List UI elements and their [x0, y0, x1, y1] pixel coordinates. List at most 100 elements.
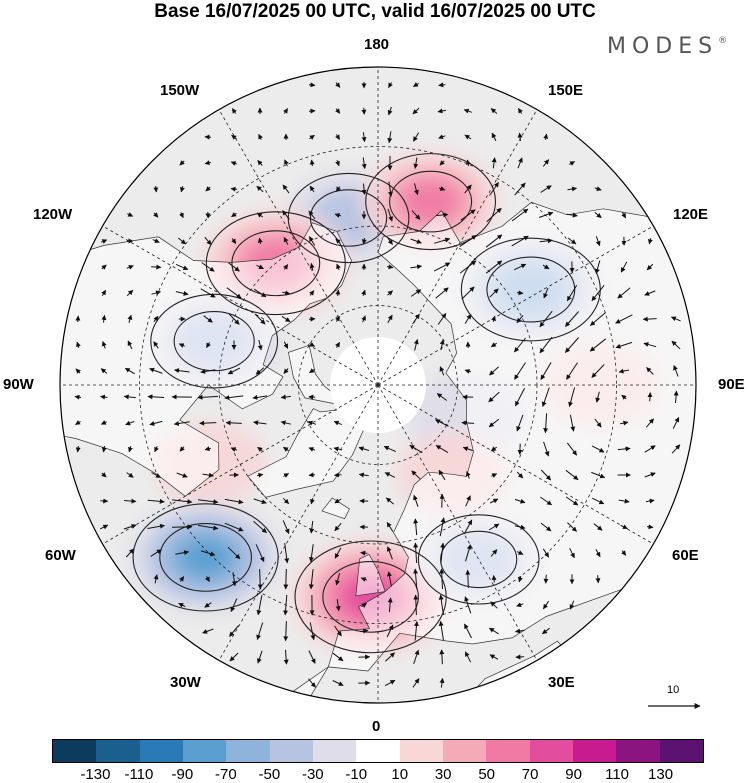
wind-arrow [224, 498, 244, 505]
wind-arrow [76, 341, 81, 349]
wind-arrow [257, 446, 263, 452]
wind-arrow [281, 315, 291, 323]
wind-arrow [516, 314, 524, 324]
wind-arrow [75, 420, 81, 426]
wind-arrow [153, 212, 159, 218]
wind-arrow [642, 316, 657, 322]
contour-ring [486, 256, 576, 323]
wind-arrow [461, 286, 475, 300]
wind-arrow [646, 263, 654, 271]
wind-arrow [383, 445, 397, 453]
wind-arrow [595, 575, 601, 584]
wind-arrow [153, 341, 159, 349]
wind-arrow [566, 362, 578, 380]
contour-ring [205, 211, 346, 316]
colorbar-swatch [486, 740, 530, 762]
wind-arrow [643, 342, 657, 348]
wind-arrow [591, 497, 605, 505]
colorbar [52, 739, 704, 763]
wind-arrow [591, 471, 606, 479]
wind-arrow [308, 394, 316, 400]
wind-arrow [202, 628, 214, 634]
wind-arrow [517, 107, 523, 114]
wind-arrow [387, 106, 393, 116]
wind-arrow [439, 517, 446, 537]
wind-arrow [123, 524, 137, 530]
wind-arrow [309, 520, 315, 534]
wind-arrow [413, 157, 419, 169]
wind-arrow [413, 594, 419, 616]
wind-arrow [459, 234, 477, 248]
wind-arrow [647, 237, 653, 245]
wind-arrow [151, 290, 161, 296]
meridian-line [102, 225, 379, 386]
wind-arrow [153, 185, 159, 193]
wind-arrow [413, 621, 419, 641]
wind-arrow [387, 290, 393, 296]
wind-arrow [149, 420, 163, 426]
wind-arrow [309, 262, 315, 271]
lon-label-60w: 60W [45, 547, 76, 564]
wind-arrow [488, 523, 500, 531]
wind-arrow [615, 341, 633, 349]
wind-arrow [307, 420, 317, 426]
wind-arrow [124, 498, 137, 504]
wind-arrow [231, 212, 237, 218]
wind-arrow [230, 161, 237, 166]
wind-arrow [646, 524, 654, 530]
wind-arrow [489, 498, 499, 504]
wind-arrow [361, 237, 367, 245]
wind-arrow [256, 212, 264, 218]
wind-arrow [283, 568, 289, 590]
wind-arrow [100, 420, 107, 425]
colorbar-swatch [182, 740, 227, 762]
wind-arrow [490, 342, 497, 348]
wind-arrow [126, 472, 134, 478]
wind-arrow [540, 522, 552, 532]
wind-arrow [335, 160, 340, 167]
wind-arrow [199, 420, 217, 426]
wind-arrow [335, 186, 341, 192]
wind-arrow [460, 209, 476, 221]
wind-arrow [308, 544, 314, 563]
wind-arrow [282, 290, 291, 296]
wind-arrow [540, 362, 552, 381]
wind-arrow [257, 568, 263, 590]
colorbar-tick-label: 90 [565, 766, 582, 783]
wind-arrow [539, 238, 553, 244]
wind-arrow [410, 289, 422, 297]
map-border [59, 66, 697, 704]
wind-arrow [101, 239, 108, 244]
wind-arrow [542, 548, 550, 558]
wind-arrow [308, 678, 316, 688]
polar-map [59, 66, 701, 709]
wind-arrow [514, 337, 526, 353]
wind-arrow [334, 472, 342, 478]
wind-arrow [100, 368, 108, 374]
wind-arrow [230, 186, 238, 192]
wind-arrow [175, 550, 190, 556]
lon-label-90e: 90E [718, 376, 745, 393]
wind-arrow [490, 446, 497, 452]
wind-arrow [283, 341, 289, 349]
wind-arrow [539, 336, 553, 354]
wind-arrow [387, 597, 393, 613]
wind-arrow [673, 365, 679, 377]
wind-arrow [490, 108, 498, 114]
wind-arrow [335, 238, 341, 244]
wind-arrow [464, 313, 472, 324]
wind-arrow [644, 445, 656, 453]
contour-ring [231, 230, 321, 297]
wind-arrow [412, 313, 420, 325]
wind-arrow [465, 471, 471, 479]
wind-arrow [253, 420, 267, 426]
wind-arrow [569, 414, 576, 432]
wind-arrow [543, 441, 550, 457]
wind-arrow [361, 289, 366, 297]
wind-arrow [178, 343, 185, 348]
wind-arrow [283, 621, 289, 642]
wind-arrow [386, 571, 392, 587]
wind-arrow [413, 339, 419, 351]
wind-arrow [172, 499, 193, 505]
wind-arrow [566, 442, 578, 456]
